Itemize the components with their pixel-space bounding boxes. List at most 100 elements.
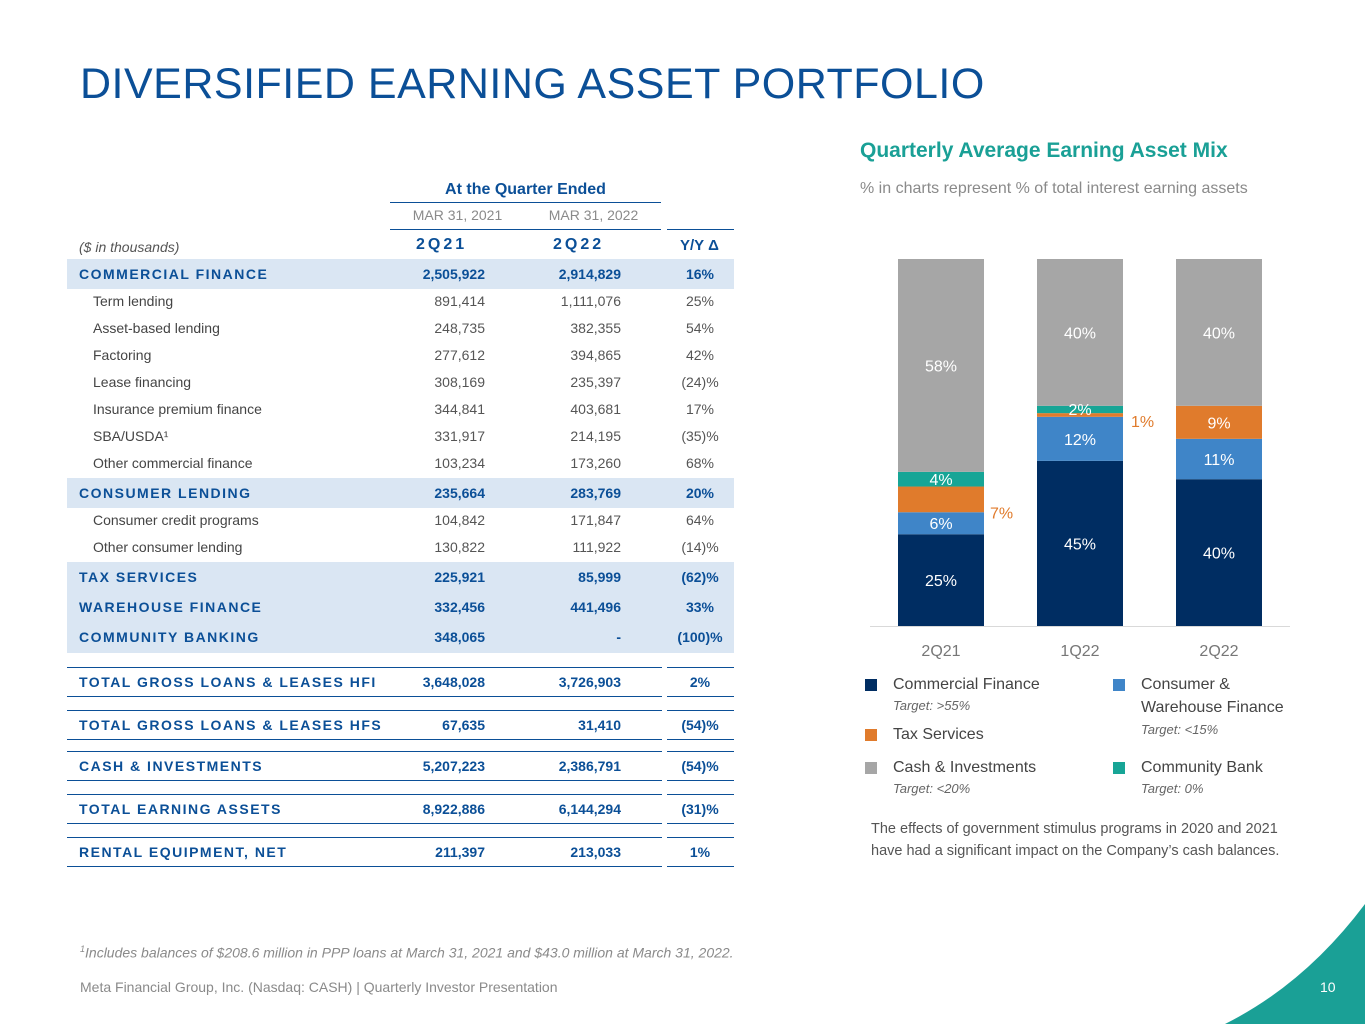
divider <box>390 229 661 230</box>
table-row: Asset-based lending 248,735 382,355 54% <box>67 314 734 341</box>
table-row: Insurance premium finance 344,841 403,681 1… <box>67 395 734 422</box>
data-label: 40% <box>1203 546 1235 563</box>
legend-swatch <box>865 679 877 691</box>
bar-segment <box>1176 479 1262 626</box>
divider <box>67 823 662 824</box>
cell-v1: 331,917 <box>434 427 485 444</box>
cell-v1: 332,456 <box>434 599 485 615</box>
divider <box>667 837 734 838</box>
data-label: 4% <box>929 472 952 489</box>
cell-v1: 235,664 <box>434 485 485 501</box>
divider <box>67 667 662 668</box>
cell-v2: 2,914,829 <box>558 266 621 282</box>
cell-v1: 308,169 <box>434 373 485 390</box>
legend-swatch <box>1113 679 1125 691</box>
cell-v3: (54)% <box>681 717 719 733</box>
bar-segment <box>898 512 984 535</box>
cell-v1: 348,065 <box>434 629 485 645</box>
section-row: COMMERCIAL FINANCE 2,505,922 2,914,829 16% <box>67 259 734 289</box>
cell-v1: 344,841 <box>434 400 485 417</box>
table-row: SBA/USDA¹ 331,917 214,195 (35)% <box>67 422 734 449</box>
divider <box>67 751 662 752</box>
section-row: WAREHOUSE FINANCE 332,456 441,496 33% <box>67 592 734 622</box>
total-row: TOTAL GROSS LOANS & LEASES HFS 67,635 31,4… <box>67 711 734 739</box>
total-row: CASH & INVESTMENTS 5,207,223 2,386,791 (54)… <box>67 752 734 780</box>
divider <box>67 739 662 740</box>
divider <box>667 667 734 668</box>
cell-lbl: TAX SERVICES <box>79 569 199 585</box>
cell-lbl: Factoring <box>93 346 152 363</box>
legend-target: Target: >55% <box>893 698 971 713</box>
bar-segment <box>1037 460 1123 626</box>
bar-segment <box>1176 259 1262 406</box>
date-col1: MAR 31, 2021 <box>412 207 503 223</box>
cell-v2: 171,847 <box>570 511 621 528</box>
cell-lbl: CASH & INVESTMENTS <box>79 758 264 774</box>
divider <box>67 794 662 795</box>
divider <box>667 696 734 697</box>
x-tick-label: 2Q21 <box>921 643 960 660</box>
footnote-text: Includes balances of $208.6 million in P… <box>85 944 734 961</box>
table-group-header: At the Quarter Ended <box>445 181 606 198</box>
cell-lbl: Other commercial finance <box>93 454 253 471</box>
divider <box>667 751 734 752</box>
cell-v3: 54% <box>685 319 715 336</box>
cell-lbl: Consumer credit programs <box>93 511 259 528</box>
cell-v3: 25% <box>685 292 715 309</box>
total-row: RENTAL EQUIPMENT, NET 211,397 213,033 1% <box>67 838 734 866</box>
data-label: 9% <box>1207 415 1230 432</box>
cell-v1: 211,397 <box>435 844 485 860</box>
divider <box>667 794 734 795</box>
cell-v3: (14)% <box>681 538 719 555</box>
cell-v1: 225,921 <box>434 569 485 585</box>
bar-segment <box>1176 438 1262 480</box>
divider <box>667 739 734 740</box>
divider <box>67 780 662 781</box>
note-text: The effects of government stimulus progr… <box>871 821 1280 859</box>
section-row: TAX SERVICES 225,921 85,999 (62)% <box>67 562 734 592</box>
cell-v2: 403,681 <box>570 400 621 417</box>
divider <box>667 823 734 824</box>
cell-v3: (24)% <box>681 373 719 390</box>
data-label: 25% <box>925 573 957 590</box>
divider <box>667 229 734 230</box>
bar-segment <box>1037 405 1123 414</box>
section-row: CONSUMER LENDING 235,664 283,769 20% <box>67 478 734 508</box>
data-label: 7% <box>990 505 1013 522</box>
bar-segment <box>1037 416 1123 461</box>
cell-lbl: Asset-based lending <box>93 319 220 336</box>
chart-subtitle: % in charts represent % of total interes… <box>860 180 1248 197</box>
legend-label: Commercial Finance <box>893 676 1040 693</box>
cell-v3: 42% <box>685 346 715 363</box>
legend-label-line2: Warehouse Finance <box>1141 699 1284 716</box>
cell-v1: 3,648,028 <box>422 674 485 690</box>
data-label: 40% <box>1203 325 1235 342</box>
cell-v2: 2,386,791 <box>558 758 621 774</box>
divider <box>67 696 662 697</box>
cell-v2: 235,397 <box>570 373 621 390</box>
cell-v1: 104,842 <box>434 511 485 528</box>
cell-lbl: COMMUNITY BANKING <box>79 629 260 645</box>
cell-lbl: WAREHOUSE FINANCE <box>79 599 263 615</box>
total-row: TOTAL EARNING ASSETS 8,922,886 6,144,294 (3… <box>67 795 734 823</box>
divider <box>67 866 662 867</box>
cell-v3: 64% <box>685 511 715 528</box>
cell-v1: 277,612 <box>434 346 485 363</box>
cell-v1: 67,635 <box>442 717 485 733</box>
bar-segment <box>1037 413 1123 417</box>
cell-lbl: Term lending <box>93 292 174 309</box>
cell-v1: 248,735 <box>434 319 485 336</box>
cell-v2: 1,111,076 <box>560 292 621 309</box>
table-row: Lease financing 308,169 235,397 (24)% <box>67 368 734 395</box>
table-row: Factoring 277,612 394,865 42% <box>67 341 734 368</box>
cell-v3: 16% <box>685 266 715 282</box>
x-tick-label: 2Q22 <box>1199 643 1238 660</box>
cell-lbl: COMMERCIAL FINANCE <box>79 266 269 282</box>
bar-segment <box>898 486 984 513</box>
legend-label: Cash & Investments <box>893 759 1037 776</box>
data-label: 58% <box>925 358 957 375</box>
cell-v3: (100)% <box>677 629 723 645</box>
total-row: TOTAL GROSS LOANS & LEASES HFI 3,648,028 3… <box>67 668 734 696</box>
cell-v2: 394,865 <box>570 346 621 363</box>
cell-v1: 2,505,922 <box>422 266 485 282</box>
